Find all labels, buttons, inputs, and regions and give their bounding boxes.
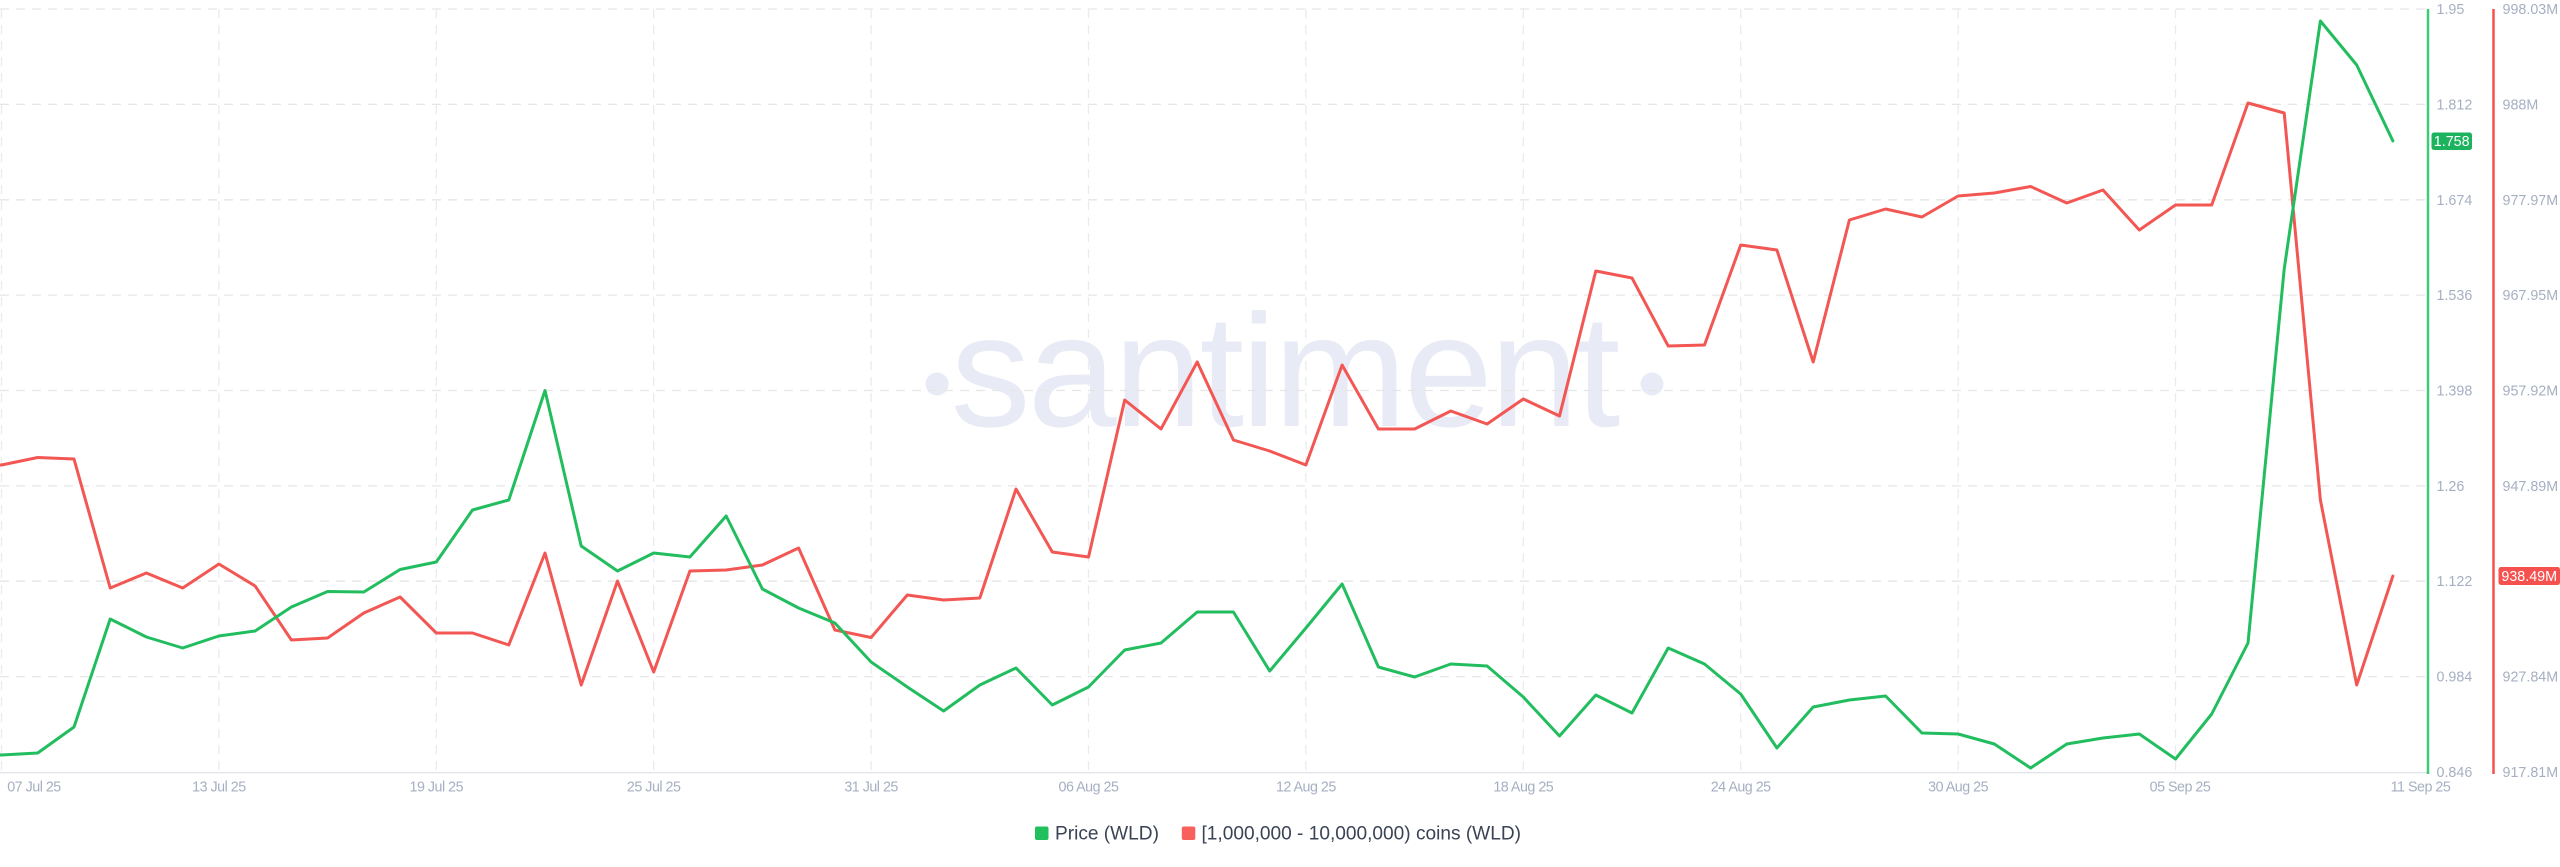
svg-text:12 Aug 25: 12 Aug 25	[1276, 780, 1336, 796]
svg-text:06 Aug 25: 06 Aug 25	[1059, 780, 1119, 796]
svg-text:18 Aug 25: 18 Aug 25	[1493, 780, 1553, 796]
svg-text:1.812: 1.812	[2437, 97, 2473, 113]
svg-text:07 Jul 25: 07 Jul 25	[7, 780, 61, 796]
svg-text:0.846: 0.846	[2437, 765, 2473, 781]
svg-text:917.81M: 917.81M	[2503, 765, 2559, 781]
svg-text:11 Sep 25: 11 Sep 25	[2391, 780, 2451, 796]
svg-text:0.984: 0.984	[2437, 670, 2473, 686]
svg-text:1.758: 1.758	[2434, 134, 2470, 150]
svg-text:santiment: santiment	[951, 281, 1620, 460]
svg-text:30 Aug 25: 30 Aug 25	[1928, 780, 1988, 796]
svg-text:938.49M: 938.49M	[2501, 569, 2557, 585]
svg-text:967.95M: 967.95M	[2503, 288, 2559, 304]
svg-text:24 Aug 25: 24 Aug 25	[1711, 780, 1771, 796]
svg-text:31 Jul 25: 31 Jul 25	[844, 780, 898, 796]
svg-text:998.03M: 998.03M	[2503, 2, 2559, 18]
svg-text:1.398: 1.398	[2437, 384, 2473, 400]
svg-text:927.84M: 927.84M	[2503, 670, 2559, 686]
svg-text:Price (WLD): Price (WLD)	[1055, 824, 1159, 845]
svg-text:977.97M: 977.97M	[2503, 193, 2559, 209]
svg-text:25 Jul 25: 25 Jul 25	[627, 780, 681, 796]
svg-text:19 Jul 25: 19 Jul 25	[410, 780, 464, 796]
svg-text:05 Sep 25: 05 Sep 25	[2150, 780, 2211, 796]
svg-text:1.674: 1.674	[2437, 193, 2473, 209]
svg-text:1.95: 1.95	[2437, 2, 2465, 18]
svg-text:1.122: 1.122	[2437, 574, 2473, 590]
svg-text:957.92M: 957.92M	[2503, 384, 2559, 400]
svg-text:13 Jul 25: 13 Jul 25	[192, 780, 246, 796]
svg-text:988M: 988M	[2503, 97, 2539, 113]
svg-text:947.89M: 947.89M	[2503, 479, 2559, 495]
svg-text:[1,000,000 - 10,000,000) coins: [1,000,000 - 10,000,000) coins (WLD)	[1202, 824, 1521, 845]
svg-text:1.26: 1.26	[2437, 479, 2465, 495]
svg-text:1.536: 1.536	[2437, 288, 2473, 304]
